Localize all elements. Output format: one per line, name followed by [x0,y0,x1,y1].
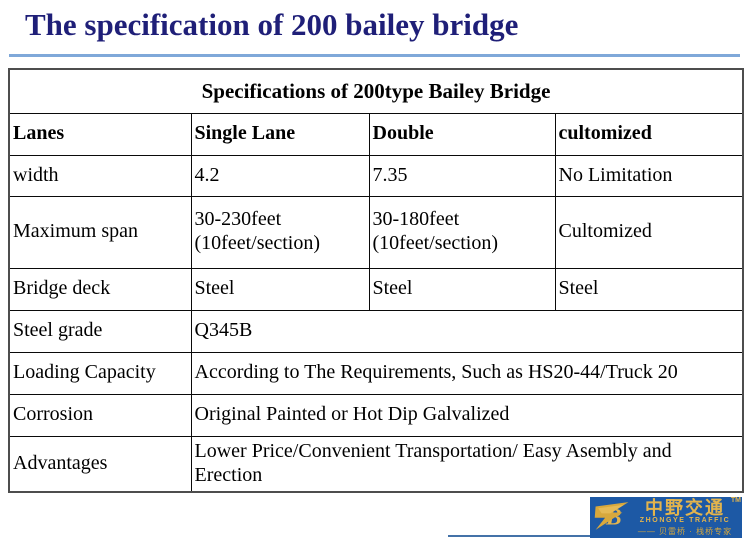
logo-name-english: ZHONGYE TRAFFIC [639,517,731,524]
table-row-maximum-span: Maximum span 30-230feet (10feet/section)… [8,195,744,269]
zb-monogram-icon: B [594,502,629,531]
table-cell: According to The Requirements, Such as H… [190,351,744,395]
trademark-symbol: TM [730,497,741,504]
table-row-advantages: Advantages Lower Price/Convenient Transp… [8,435,744,493]
table-cell: Original Painted or Hot Dip Galvalized [190,393,744,437]
table-row-steel-grade: Steel grade Q345B [8,309,744,353]
page-title: The specification of 200 bailey bridge [25,7,519,42]
row-label: Bridge deck [8,267,192,311]
table-cell: Q345B [190,309,744,353]
table-row-bridge-deck: Bridge deck Steel Steel Steel [8,267,744,311]
table-cell: 4.2 [190,154,370,197]
table-cell: 30-230feet (10feet/section) [190,195,370,269]
header-cell-double: Double [368,112,556,156]
table-row-caption: Specifications of 200type Bailey Bridge [8,68,744,114]
table-cell: 7.35 [368,154,556,197]
header-cell-single: Single Lane [190,112,370,156]
table-row-corrosion: Corrosion Original Painted or Hot Dip Ga… [8,393,744,437]
table-cell: Steel [368,267,556,311]
row-label: Loading Capacity [8,351,192,395]
table-row-header: Lanes Single Lane Double cultomized [8,112,744,156]
table-caption: Specifications of 200type Bailey Bridge [8,68,744,114]
table-row-loading-capacity: Loading Capacity According to The Requir… [8,351,744,395]
table-cell: Steel [190,267,370,311]
title-underline [9,54,740,57]
logo-name-chinese: 中野交通 [645,498,725,518]
company-logo: B 中野交通 ZHONGYE TRAFFIC —— 贝雷桥 · 栈桥专家 TM [590,497,742,538]
row-label: Maximum span [8,195,192,269]
header-cell-customized: cultomized [554,112,744,156]
logo-text-block: 中野交通 ZHONGYE TRAFFIC —— 贝雷桥 · 栈桥专家 [631,499,739,537]
row-label: Advantages [8,435,192,493]
table-row-width: width 4.2 7.35 No Limitation [8,154,744,197]
table-cell: Lower Price/Convenient Transportation/ E… [190,435,744,493]
table-cell: Cultomized [554,195,744,269]
logo-tagline: —— 贝雷桥 · 栈桥专家 [637,527,733,536]
header-cell-lanes: Lanes [8,112,192,156]
table-cell: 30-180feet (10feet/section) [368,195,556,269]
row-label: Steel grade [8,309,192,353]
row-label: Corrosion [8,393,192,437]
spec-table: Specifications of 200type Bailey Bridge … [8,68,744,493]
table-cell: Steel [554,267,744,311]
table-cell: No Limitation [554,154,744,197]
row-label: width [8,154,192,197]
